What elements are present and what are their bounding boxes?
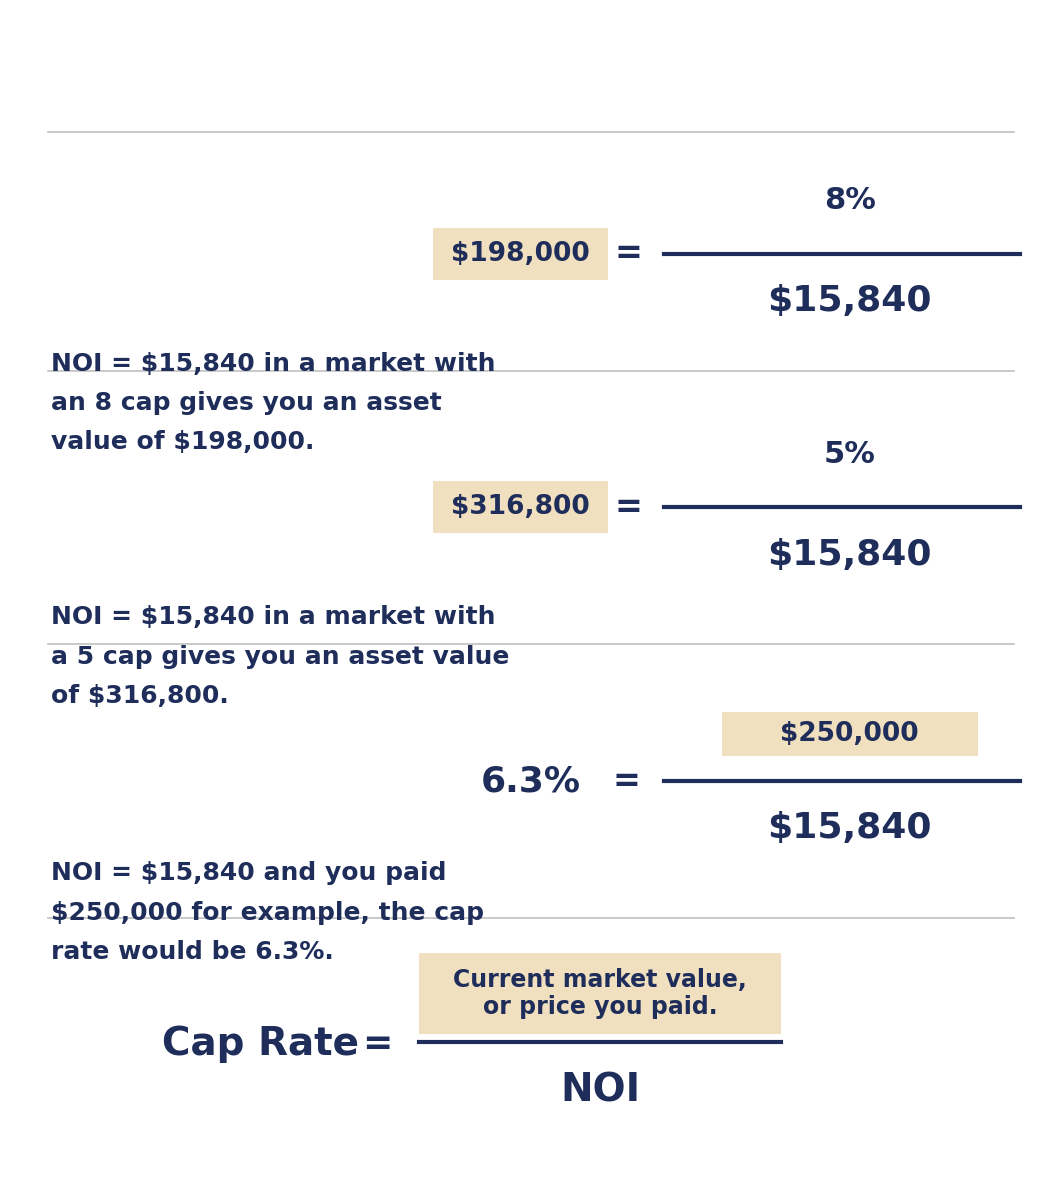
Text: $316,800: $316,800 [451, 494, 589, 520]
Text: $15,840: $15,840 [768, 538, 931, 571]
Text: NOI = $15,840 in a market with
an 8 cap gives you an asset
value of $198,000.: NOI = $15,840 in a market with an 8 cap … [51, 352, 496, 454]
Text: $198,000: $198,000 [451, 241, 589, 267]
FancyBboxPatch shape [721, 712, 978, 756]
Text: $250,000: $250,000 [781, 721, 919, 747]
Text: =: = [615, 237, 643, 270]
Text: Cap Rate: Cap Rate [161, 1025, 359, 1063]
Text: 8%: 8% [824, 186, 875, 215]
Text: NOI = $15,840 and you paid
$250,000 for example, the cap
rate would be 6.3%.: NOI = $15,840 and you paid $250,000 for … [51, 861, 484, 964]
Text: NOI = $15,840 in a market with
a 5 cap gives you an asset value
of $316,800.: NOI = $15,840 in a market with a 5 cap g… [51, 605, 510, 708]
Text: 6.3%: 6.3% [481, 765, 581, 798]
Text: Current market value,
or price you paid.: Current market value, or price you paid. [453, 968, 747, 1020]
FancyBboxPatch shape [433, 228, 607, 280]
Text: NOI: NOI [560, 1071, 640, 1109]
FancyBboxPatch shape [419, 953, 781, 1034]
Text: $15,840: $15,840 [768, 284, 931, 317]
Text: =: = [362, 1028, 392, 1061]
Text: =: = [613, 765, 640, 798]
Text: $15,840: $15,840 [768, 812, 931, 845]
Text: =: = [615, 491, 643, 524]
Text: 5%: 5% [824, 440, 875, 468]
FancyBboxPatch shape [433, 481, 607, 533]
